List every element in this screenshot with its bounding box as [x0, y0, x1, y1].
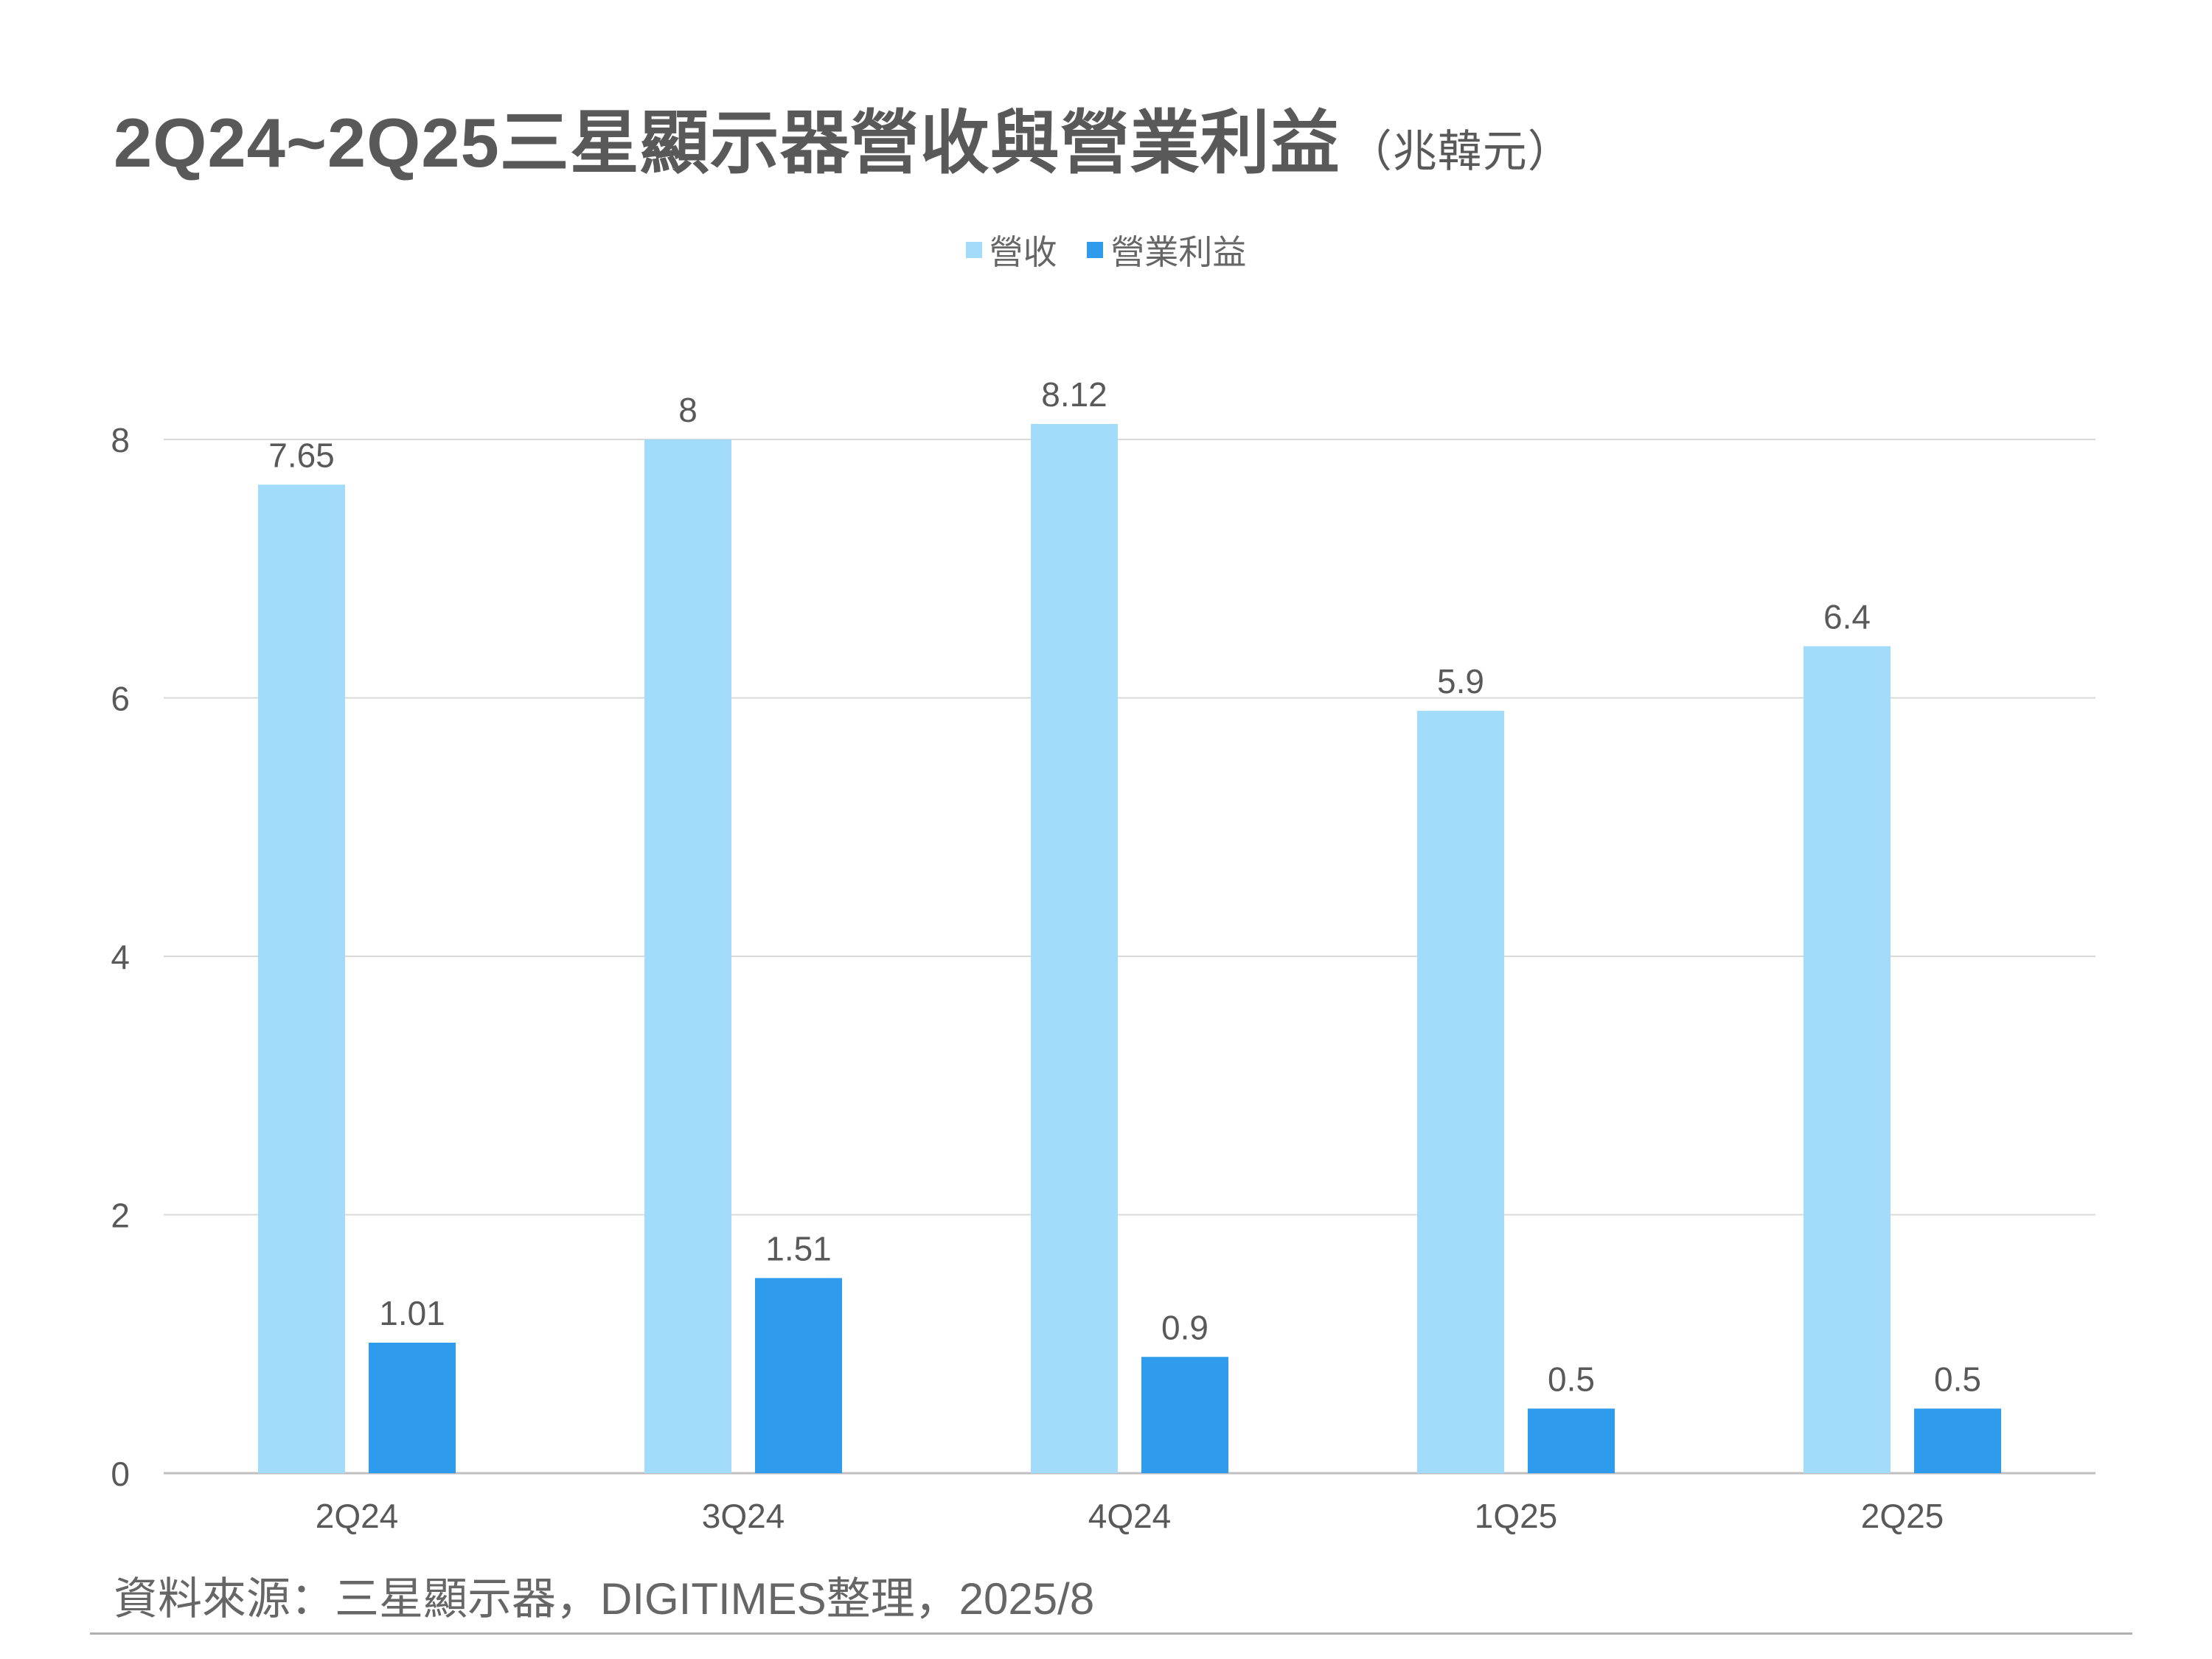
- legend: 營收 營業利益: [0, 226, 2212, 274]
- legend-label-operating-profit: 營業利益: [1110, 233, 1247, 271]
- chart-title-main: 2Q24~2Q25三星顯示器營收與營業利益: [114, 104, 1340, 181]
- chart-title-unit: （兆韓元）: [1347, 127, 1573, 176]
- bar-operating-profit: [1141, 1357, 1228, 1473]
- data-label: 6.4: [1823, 597, 1871, 636]
- bar-operating-profit: [1914, 1408, 2001, 1473]
- data-label: 1.51: [765, 1229, 832, 1267]
- x-tick-label: 2Q25: [1861, 1497, 1944, 1535]
- y-tick-label: 6: [111, 680, 130, 718]
- y-tick-label: 4: [111, 938, 130, 976]
- data-label: 5.9: [1437, 662, 1484, 700]
- bar-operating-profit: [369, 1342, 456, 1473]
- bar-revenue: [1031, 423, 1118, 1473]
- legend-item-operating-profit: 營業利益: [1087, 226, 1246, 274]
- data-label: 0.5: [1934, 1360, 1981, 1398]
- bar-revenue: [644, 439, 731, 1473]
- bottom-divider: [90, 1632, 2132, 1635]
- y-tick-label: 0: [111, 1455, 130, 1493]
- data-label: 8: [678, 391, 698, 429]
- data-label: 8.12: [1041, 375, 1107, 414]
- data-label: 0.9: [1161, 1308, 1208, 1346]
- x-tick-label: 4Q24: [1088, 1497, 1172, 1535]
- legend-label-revenue: 營收: [989, 233, 1057, 271]
- x-tick-label: 3Q24: [702, 1497, 785, 1535]
- bar-revenue: [1804, 646, 1891, 1473]
- y-tick-label: 2: [111, 1197, 130, 1235]
- data-label: 1.01: [379, 1294, 445, 1332]
- bar-revenue: [258, 484, 345, 1473]
- data-label: 0.5: [1548, 1360, 1595, 1398]
- legend-swatch-operating-profit: [1087, 242, 1104, 258]
- legend-swatch-revenue: [965, 242, 982, 258]
- x-tick-label: 2Q24: [316, 1497, 399, 1535]
- y-tick-label: 8: [111, 421, 130, 459]
- chart-title: 2Q24~2Q25三星顯示器營收與營業利益 （兆韓元）: [114, 87, 1573, 187]
- bar-operating-profit: [1528, 1408, 1615, 1473]
- bar-operating-profit: [755, 1278, 842, 1473]
- source-note: 資料來源：三星顯示器，DIGITIMES整理，2025/8: [114, 1574, 1095, 1624]
- legend-item-revenue: 營收: [965, 226, 1057, 274]
- data-label: 7.65: [268, 436, 335, 474]
- bar-revenue: [1417, 711, 1504, 1473]
- x-tick-label: 1Q25: [1475, 1497, 1558, 1535]
